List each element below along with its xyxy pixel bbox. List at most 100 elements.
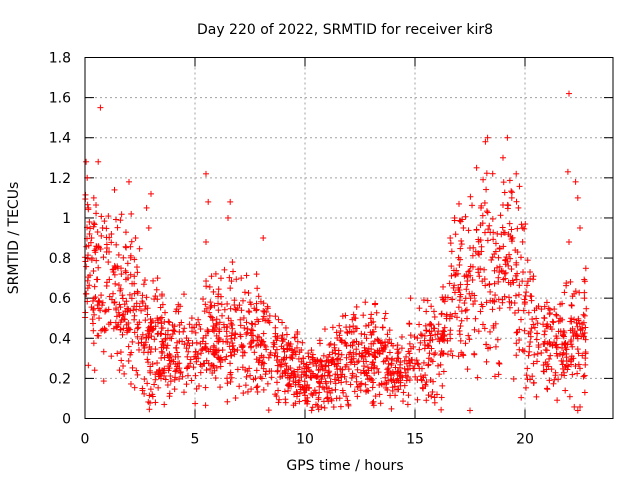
data-point [114, 224, 121, 231]
data-point [264, 380, 271, 387]
data-point [431, 394, 438, 401]
data-point [362, 299, 369, 306]
data-point [153, 286, 160, 293]
data-point [139, 387, 146, 394]
data-point [159, 370, 166, 377]
data-point [394, 369, 401, 376]
data-point [87, 225, 94, 232]
data-point [368, 346, 375, 353]
data-point [227, 378, 234, 385]
data-point [427, 337, 434, 344]
data-point [326, 368, 333, 375]
data-point [456, 331, 463, 338]
data-point [465, 227, 472, 234]
data-point [332, 371, 339, 378]
data-point [133, 264, 140, 271]
data-point [126, 178, 132, 185]
data-point [246, 365, 253, 372]
data-point [456, 297, 463, 304]
data-point [416, 321, 423, 328]
data-point [202, 402, 209, 409]
data-point [513, 170, 520, 177]
data-point [511, 299, 518, 306]
data-point [173, 365, 180, 372]
data-point [506, 298, 513, 305]
data-point [395, 377, 402, 384]
data-point [517, 316, 524, 323]
data-point [90, 306, 97, 313]
data-point [203, 345, 210, 352]
data-point [492, 292, 499, 299]
data-point [548, 366, 555, 373]
data-point [379, 339, 385, 346]
y-tick-label: 0.2 [49, 371, 71, 387]
data-point [384, 355, 391, 362]
data-point [335, 374, 342, 381]
data-point [540, 362, 547, 369]
data-point [253, 300, 260, 307]
data-point [216, 336, 223, 343]
data-point [258, 359, 265, 366]
data-point [420, 359, 427, 366]
data-point [502, 256, 509, 263]
data-point [234, 366, 241, 373]
data-point [127, 380, 134, 387]
data-point [336, 395, 343, 402]
data-point [85, 252, 92, 259]
data-point [437, 361, 444, 368]
data-point [291, 334, 298, 341]
data-point [422, 381, 429, 388]
data-point [263, 308, 270, 315]
data-point [197, 350, 204, 357]
data-point [460, 352, 467, 359]
data-point [308, 407, 315, 414]
data-point [416, 305, 423, 312]
data-point [118, 357, 125, 364]
data-point [508, 194, 515, 201]
data-point [122, 267, 129, 274]
data-point [491, 267, 498, 274]
data-point [155, 330, 162, 337]
data-point [465, 268, 472, 275]
data-point [188, 377, 195, 384]
data-point [581, 329, 588, 336]
data-point [344, 397, 351, 404]
data-point [497, 212, 504, 219]
data-point [147, 386, 154, 393]
data-point [154, 275, 161, 282]
data-point [142, 339, 149, 346]
data-point [115, 282, 122, 289]
data-point [423, 397, 430, 404]
data-point [376, 350, 383, 357]
data-point [271, 341, 278, 348]
data-point [451, 282, 458, 289]
data-point [426, 328, 433, 335]
data-point [324, 372, 331, 379]
data-point [456, 286, 463, 293]
data-point [449, 352, 456, 359]
data-point [233, 306, 240, 313]
data-point [440, 350, 447, 357]
data-point [233, 276, 240, 283]
data-point [348, 374, 355, 381]
data-point [297, 383, 304, 390]
data-point [457, 291, 464, 298]
data-point [428, 303, 435, 310]
data-point [453, 271, 460, 278]
data-point [477, 308, 484, 315]
data-point [371, 362, 378, 369]
data-point [125, 343, 132, 350]
data-point [541, 328, 548, 335]
data-point [466, 336, 473, 343]
data-point [582, 324, 589, 331]
data-point [438, 334, 445, 341]
data-point [231, 335, 238, 342]
data-point [507, 281, 514, 288]
data-point [443, 313, 450, 320]
data-point [580, 311, 587, 318]
data-point [113, 241, 120, 248]
data-point [362, 347, 369, 354]
data-point [191, 353, 198, 360]
data-point [152, 376, 159, 383]
data-point [508, 266, 515, 273]
